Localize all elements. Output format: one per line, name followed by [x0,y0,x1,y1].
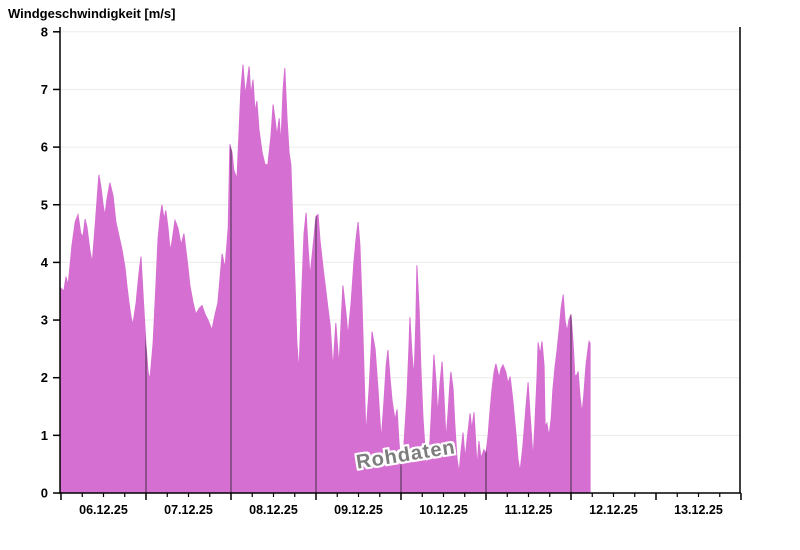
y-axis-tick-label: 0 [41,486,48,501]
y-axis-tick-label: 6 [41,140,48,155]
y-axis-tick-label: 2 [41,370,48,385]
x-axis-tick-label: 10.12.25 [419,503,468,517]
y-axis-tick-label: 5 [41,197,48,212]
y-axis-tick-label: 4 [41,255,49,270]
y-axis-tick-label: 7 [41,82,48,97]
y-axis-tick-label: 3 [41,313,48,328]
wind-speed-area [60,64,591,494]
x-axis-tick-label: 12.12.25 [589,503,638,517]
x-axis-tick-label: 07.12.25 [164,503,213,517]
chart-title: Windgeschwindigkeit [m/s] [8,6,176,21]
x-axis-tick-label: 08.12.25 [249,503,298,517]
y-axis-tick-label: 1 [41,428,48,443]
x-axis-tick-label: 06.12.25 [79,503,128,517]
y-axis-tick-label: 8 [41,24,48,39]
x-axis-tick-label: 09.12.25 [334,503,383,517]
x-axis-tick-label: 11.12.25 [505,503,553,517]
x-axis-tick-label: 13.12.25 [674,503,723,517]
